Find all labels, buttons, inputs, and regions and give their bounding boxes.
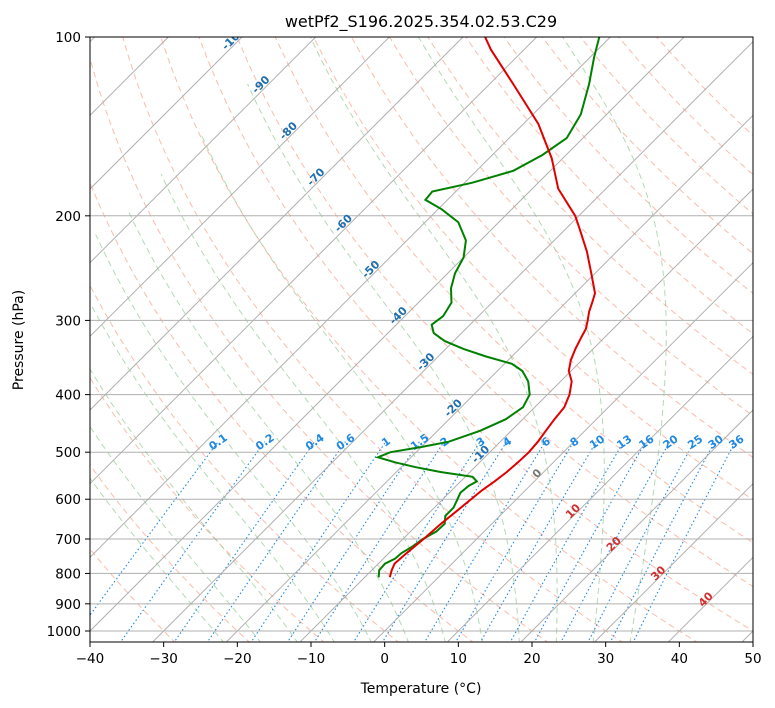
moist-adiabats [90,37,667,642]
moist-adiabat [127,209,409,642]
y-tick-label: 400 [55,388,81,404]
x-tick-label: 30 [597,651,614,667]
isotherm [90,37,611,559]
x-tick-label: −20 [223,651,252,667]
isotherm [372,261,753,642]
moist-adiabat [95,234,372,642]
mixing-ratio-line [206,441,346,642]
dry-adiabat [198,37,753,632]
x-tick-label: 0 [380,651,389,667]
x-tick-label: 10 [450,651,467,667]
moist-adiabat [309,37,558,642]
mixing-ratio-line [287,441,420,642]
mixing-ratio-line [250,441,387,642]
y-tick-label: 800 [55,566,81,582]
y-tick-label: 600 [55,492,81,508]
isotherm [299,188,753,642]
x-tick-label: −10 [297,651,326,667]
mixing-ratio-line [455,441,575,642]
dry-adiabat [312,37,753,501]
y-tick-label: 1000 [47,624,81,640]
x-tick-label: 50 [744,651,761,667]
y-axis-ticks: 100 200 300 400 500 600 700 800 900 1000 [47,30,90,640]
isotherm [90,37,317,264]
dry-adiabat [236,37,753,588]
isotherm [593,482,753,642]
isotherm [90,37,243,190]
mixing-ratio-line [533,441,647,642]
chart-title: wetPf2_S196.2025.354.02.53.C29 [285,12,557,32]
y-axis-label: Pressure (hPa) [11,290,27,390]
moist-adiabat [90,477,225,642]
mixing-ratio-line [509,441,624,642]
isotherm [446,335,753,642]
dry-adiabat [122,37,623,642]
x-axis-label: Temperature (°C) [360,681,482,697]
x-tick-label: −30 [149,651,178,667]
x-tick-label: −40 [76,651,105,667]
x-tick-label: 20 [523,651,540,667]
isotherm [520,409,753,642]
mixing-ratio-line [479,441,597,642]
isotherm [225,114,753,642]
y-tick-label: 300 [55,313,81,329]
isotherm [90,37,464,411]
mixing-ratio-line [353,441,481,642]
isotherm [90,37,390,338]
mixing-ratio-line [560,441,671,642]
isotherm [151,40,753,642]
mixing-ratio-line [119,441,266,642]
isotherm [90,37,685,632]
moist-adiabat [160,173,446,642]
moist-adiabat [247,83,520,642]
mixing-ratio-line [173,441,316,642]
mixing-ratio-line [90,441,219,616]
dry-adiabat [274,37,753,544]
y-tick-label: 900 [55,597,81,613]
mixing-ratio-line [424,441,546,642]
dry-adiabat [465,37,753,335]
plot-frame [89,36,754,643]
moist-adiabat [562,37,667,642]
y-tick-label: 700 [55,532,81,548]
moist-adiabat [418,37,605,642]
isotherms [90,37,753,642]
y-tick-label: 200 [55,209,81,225]
dry-adiabat [90,56,549,642]
dry-adiabat [503,37,753,294]
x-tick-label: 40 [671,651,688,667]
x-axis-ticks: −40 −30 −20 −10 0 10 20 30 40 50 [76,642,762,667]
dewpoint-line [374,37,601,578]
dry-adiabat [90,377,325,642]
y-tick-label: 100 [55,30,81,46]
moist-adiabat [90,425,261,642]
y-tick-label: 500 [55,445,81,461]
mixing-ratio-line [313,441,445,642]
pressure-gridlines [90,37,753,632]
isotherm [90,37,538,485]
moist-adiabat [90,301,335,642]
temperature-line [388,37,597,578]
mixing-ratio-lines [90,441,736,642]
dry-adiabat [90,464,250,642]
